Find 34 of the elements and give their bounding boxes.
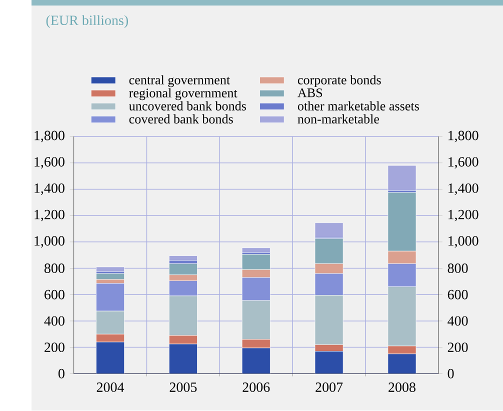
legend-label: covered bank bonds (129, 114, 233, 124)
x-tick-label: 2007 (316, 382, 343, 392)
y2-tick-label: 200 (448, 342, 468, 352)
y2-tick-label: 1,400 (448, 184, 478, 196)
y2-tick-label: 1,600 (448, 157, 478, 169)
y2-tick-label: 800 (448, 264, 468, 274)
x-tick-label: 2004 (96, 382, 124, 392)
y2-tick-label: 1,800 (448, 130, 478, 142)
y-tick-label: 200 (44, 342, 64, 352)
y-tick-label: 1,200 (34, 210, 64, 222)
x-tick-label: 2006 (242, 382, 270, 392)
legend-label: regional government (129, 88, 238, 100)
chart-title: (EUR billions) (46, 15, 128, 28)
y-tick-label: 0 (58, 369, 64, 379)
legend-label: ABS (298, 88, 322, 98)
x-tick-label: 2008 (388, 382, 416, 392)
legend-label: corporate bonds (298, 75, 381, 88)
y-tick-label: 1,800 (34, 130, 64, 142)
y-tick-label: 1,600 (34, 157, 64, 169)
legend-label: uncovered bank bonds (129, 101, 246, 111)
y-tick-label: 400 (44, 316, 64, 326)
legend-label: non-marketable (298, 114, 380, 124)
y2-tick-label: 1,200 (448, 210, 478, 222)
legend-label: central government (129, 75, 230, 88)
y2-tick-label: 1,000 (448, 236, 478, 248)
y-tick-label: 1,000 (34, 236, 64, 248)
y2-tick-label: 400 (448, 316, 468, 326)
x-tick-label: 2005 (170, 382, 197, 392)
legend-label: other marketable assets (298, 101, 419, 111)
y-tick-label: 600 (44, 290, 64, 300)
y-tick-label: 800 (44, 264, 64, 274)
y-tick-label: 1,400 (34, 184, 64, 196)
y2-tick-label: 0 (448, 369, 454, 379)
y2-tick-label: 600 (448, 290, 468, 300)
